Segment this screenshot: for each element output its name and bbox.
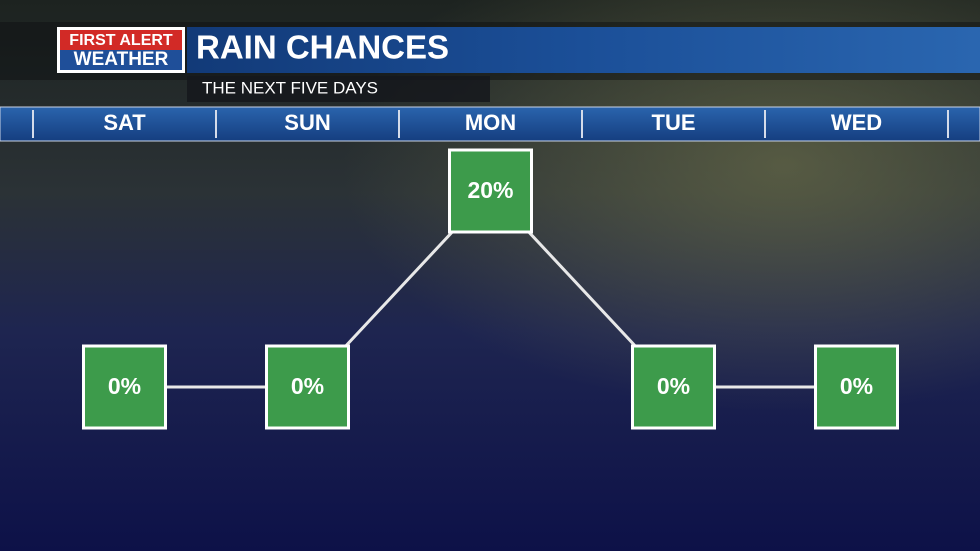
value-box xyxy=(814,344,899,430)
logo-blue xyxy=(60,50,182,70)
value-box xyxy=(265,344,350,430)
chart-title: RAIN CHANCES xyxy=(196,29,449,66)
day-bar xyxy=(0,106,980,142)
title-bar xyxy=(187,27,980,73)
value-box xyxy=(631,344,716,430)
value-label: 0% xyxy=(108,373,141,399)
x-tick-label: WED xyxy=(831,110,882,135)
value-box xyxy=(448,148,533,234)
value-box xyxy=(82,344,167,430)
logo-red xyxy=(60,30,182,50)
value-label: 0% xyxy=(840,373,873,399)
subtitle-bar xyxy=(187,76,490,102)
logo-line2: WEATHER xyxy=(74,49,169,70)
value-label: 20% xyxy=(467,177,513,203)
chart-subtitle: THE NEXT FIVE DAYS xyxy=(202,78,378,97)
x-tick-label: SUN xyxy=(284,110,330,135)
logo-line1: FIRST ALERT xyxy=(69,32,173,49)
x-tick-label: TUE xyxy=(652,110,696,135)
value-label: 0% xyxy=(291,373,324,399)
x-tick-label: SAT xyxy=(103,110,146,135)
x-tick-label: MON xyxy=(465,110,516,135)
value-label: 0% xyxy=(657,373,690,399)
